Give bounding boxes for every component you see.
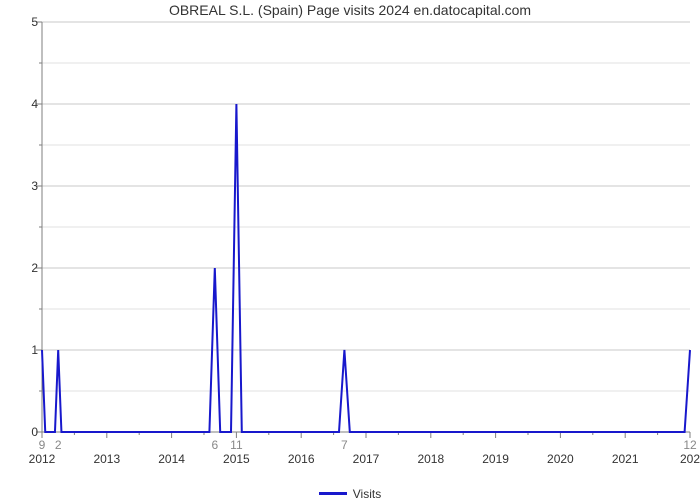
y-tick-label: 4 — [8, 97, 38, 111]
x-tick-label: 2015 — [223, 452, 250, 466]
y-tick-label: 0 — [8, 425, 38, 439]
x-tick-label: 2020 — [547, 452, 574, 466]
y-tick-label: 3 — [8, 179, 38, 193]
x-tick-label: 202 — [680, 452, 700, 466]
x-tick-label: 2013 — [93, 452, 120, 466]
legend: Visits — [0, 482, 700, 500]
x-tick-label: 2019 — [482, 452, 509, 466]
legend-swatch — [319, 492, 347, 495]
legend-item-visits: Visits — [319, 487, 381, 500]
y-tick-label: 5 — [8, 15, 38, 29]
below-axis-label: 12 — [683, 438, 696, 452]
chart-svg — [42, 22, 690, 432]
below-axis-label: 2 — [55, 438, 62, 452]
y-tick-label: 2 — [8, 261, 38, 275]
x-tick-label: 2012 — [29, 452, 56, 466]
x-tick-label: 2018 — [417, 452, 444, 466]
below-axis-label: 7 — [341, 438, 348, 452]
x-tick-label: 2017 — [353, 452, 380, 466]
x-tick-label: 2014 — [158, 452, 185, 466]
x-tick-label: 2021 — [612, 452, 639, 466]
chart-title: OBREAL S.L. (Spain) Page visits 2024 en.… — [0, 2, 700, 18]
y-tick-label: 1 — [8, 343, 38, 357]
plot-area — [42, 22, 690, 432]
below-axis-label: 6 — [211, 438, 218, 452]
below-axis-label: 9 — [39, 438, 46, 452]
x-tick-label: 2016 — [288, 452, 315, 466]
below-axis-label: 11 — [230, 438, 242, 452]
legend-label: Visits — [353, 487, 381, 500]
